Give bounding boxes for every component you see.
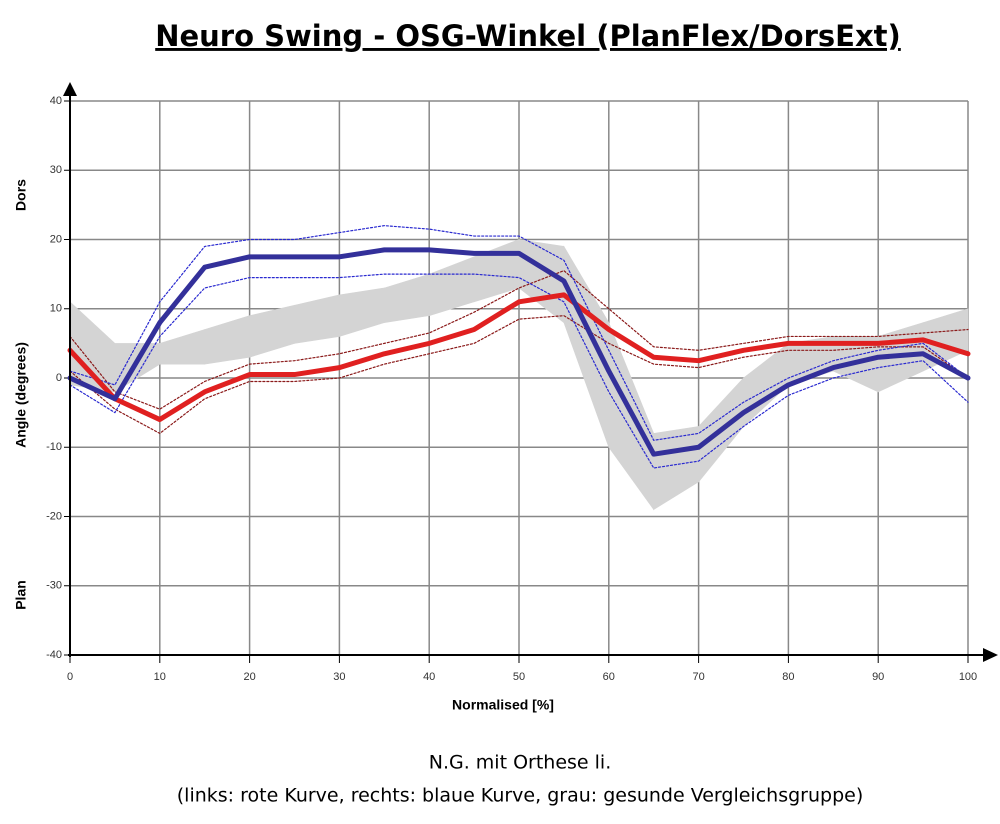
reference-band [204, 315, 250, 365]
x-label: Normalised [%] [452, 697, 554, 713]
caption: (links: rote Kurve, rechts: blaue Kurve,… [177, 785, 863, 807]
y-tick-label: 40 [50, 95, 62, 107]
y-label: Angle (degrees) [13, 342, 29, 448]
chart-title: Neuro Swing - OSG-Winkel (PlanFlex/DorsE… [155, 19, 901, 53]
x-tick-label: 80 [782, 671, 794, 683]
x-arrow [983, 648, 998, 662]
reference-band [294, 294, 340, 344]
x-tick-label: 70 [692, 671, 704, 683]
caption: N.G. mit Orthese li. [429, 752, 612, 774]
x-tick-label: 20 [243, 671, 255, 683]
series-bound [69, 273, 969, 469]
series-bound [69, 270, 969, 410]
x-tick-label: 40 [423, 671, 435, 683]
series-line [67, 247, 971, 457]
x-tick-label: 90 [872, 671, 884, 683]
x-tick-label: 60 [603, 671, 615, 683]
y-tick-label: 0 [56, 372, 62, 384]
x-tick-label: 30 [333, 671, 345, 683]
y-tick-label: 10 [50, 303, 62, 315]
series-line [67, 292, 971, 423]
series-bound [69, 225, 969, 441]
y-tick-label: -40 [46, 649, 62, 661]
y-label-bottom: Plan [13, 580, 29, 610]
series-bound [69, 315, 969, 434]
y-label-top: Dors [13, 179, 29, 211]
x-tick-label: 50 [513, 671, 525, 683]
reference-band [159, 329, 205, 365]
reference-band [339, 287, 385, 337]
y-tick-label: -10 [46, 441, 62, 453]
plot-area: -40 -30 -20 -10 0 10 20 30 40 0 10 20 30 40 50 60 70 80 90… [46, 95, 977, 683]
y-tick-label: 20 [50, 233, 62, 245]
reference-band [473, 239, 520, 303]
reference-band [249, 304, 295, 358]
y-arrow [63, 82, 77, 96]
x-tick-label: 100 [959, 671, 977, 683]
reference-band [428, 256, 475, 317]
y-tick-label: -20 [46, 510, 62, 522]
y-tick-label: 30 [50, 164, 62, 176]
reference-band [383, 273, 430, 323]
x-tick-label: 10 [154, 671, 166, 683]
x-tick-label: 0 [67, 671, 73, 683]
y-tick-label: -30 [46, 580, 62, 592]
